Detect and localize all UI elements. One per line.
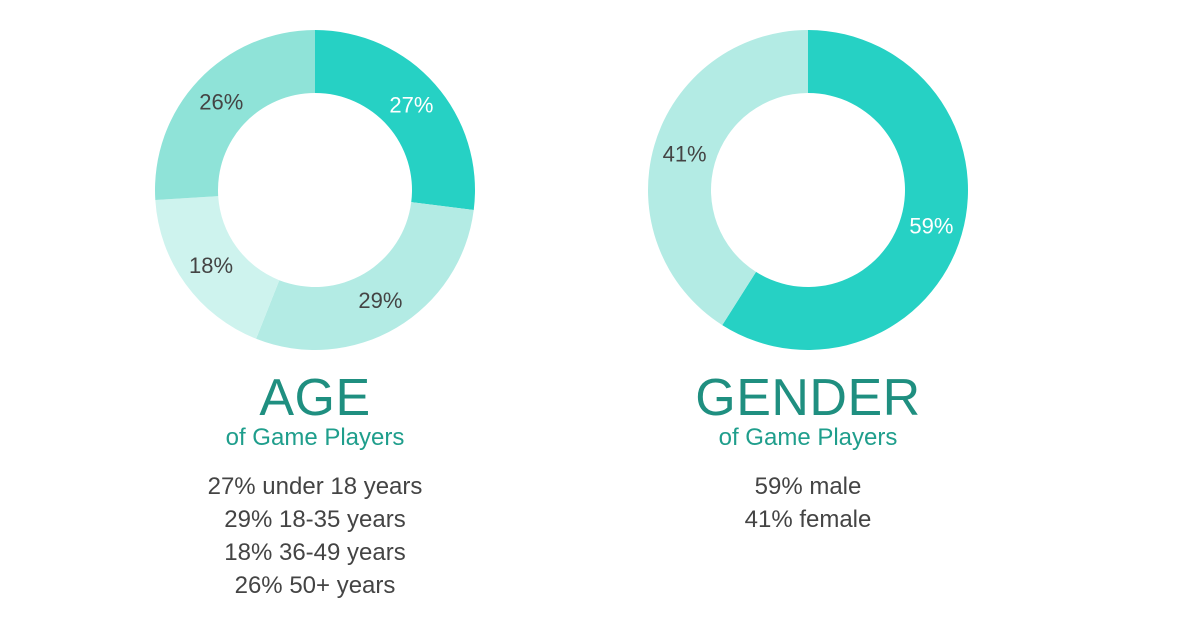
age-legend-item: 18% 36-49 years (224, 539, 406, 566)
gender-donut-chart: 59% 41% (648, 30, 968, 350)
gender-slice-label: 41% (663, 142, 707, 167)
age-legend: 27% under 18 years 29% 18-35 years 18% 3… (105, 470, 525, 602)
age-slice-label: 26% (199, 90, 243, 115)
age-chart-subtitle: of Game Players (225, 424, 405, 451)
age-donut-chart: 27% 29% 18% 26% (155, 30, 475, 350)
age-slice-0 (315, 30, 475, 211)
age-slice-2 (155, 196, 280, 339)
age-legend-item: 29% 18-35 years (224, 506, 406, 533)
age-slice-1 (256, 202, 474, 350)
age-chart-panel: 27% 29% 18% 26% AGE of Game Players 27% und… (105, 0, 525, 630)
age-legend-item: 27% under 18 years (207, 473, 423, 500)
gender-legend: 59% male 41% female (598, 470, 1018, 536)
gender-slice-0 (722, 30, 968, 350)
age-legend-item: 26% 50+ years (234, 572, 396, 599)
gender-chart-title: GENDER (695, 369, 921, 427)
age-chart-title: AGE (259, 369, 371, 427)
gender-legend-item: 59% male (754, 473, 862, 500)
gender-slice-label: 59% (909, 213, 953, 238)
gender-legend-item: 41% female (744, 506, 872, 533)
age-slice-label: 18% (189, 253, 233, 278)
gender-slice-1 (648, 30, 808, 326)
gender-chart-subtitle: of Game Players (718, 424, 898, 451)
age-slice-label: 29% (358, 288, 402, 313)
age-slice-label: 27% (389, 93, 433, 118)
gender-chart-panel: 59% 41% GENDER of Game Players 59% male 4… (598, 0, 1018, 630)
age-slice-3 (155, 30, 315, 201)
